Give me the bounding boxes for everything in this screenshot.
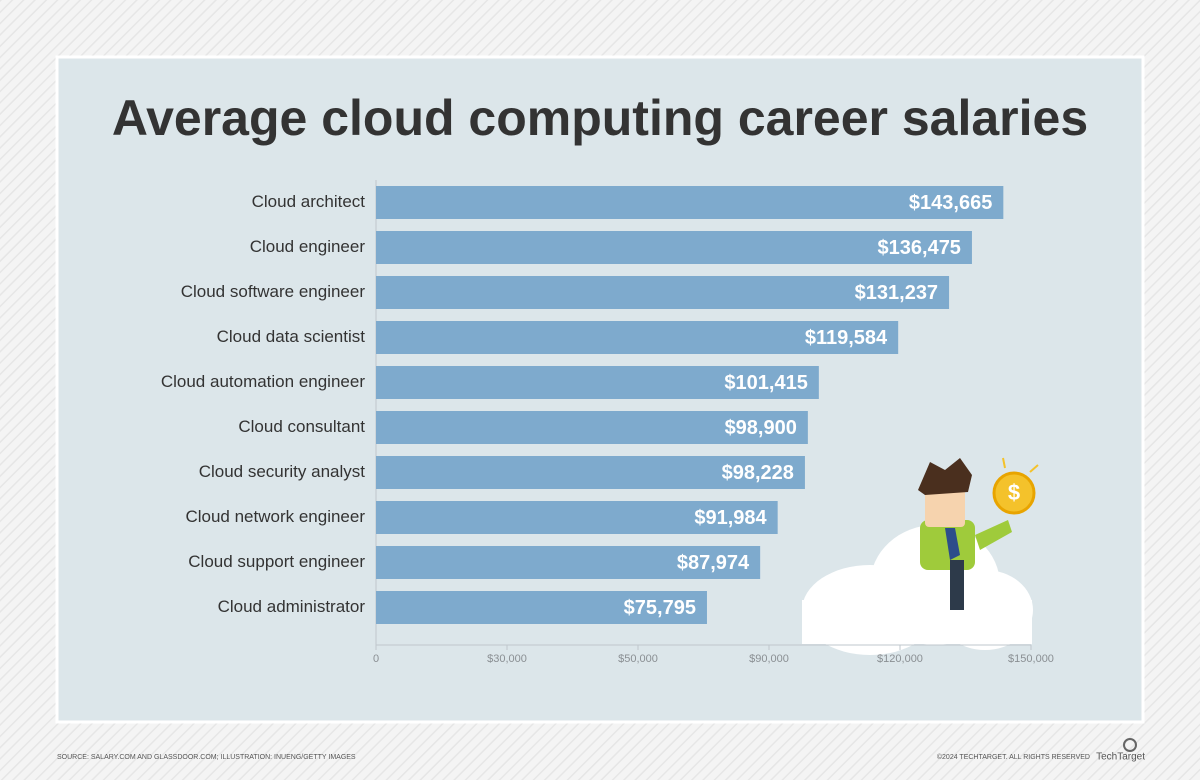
bar (376, 321, 899, 354)
y-tick-label: Cloud security analyst (199, 462, 366, 481)
bar (376, 276, 950, 309)
value-label: $87,974 (677, 552, 750, 574)
y-tick-label: Cloud data scientist (217, 327, 366, 346)
x-tick-label: $30,000 (487, 653, 527, 665)
svg-text:$: $ (1008, 480, 1020, 505)
bar (376, 546, 761, 579)
x-tick-label: 0 (373, 653, 379, 665)
x-tick-label: $150,000 (1008, 653, 1054, 665)
bar (376, 411, 808, 444)
x-tick-label: $50,000 (618, 653, 658, 665)
y-tick-label: Cloud automation engineer (161, 372, 365, 391)
chart-title: Average cloud computing career salaries (112, 90, 1088, 146)
value-label: $91,984 (694, 507, 767, 529)
copyright: ©2024 TECHTARGET. ALL RIGHTS RESERVED (937, 753, 1090, 761)
value-label: $101,415 (724, 372, 807, 394)
bar (376, 501, 778, 534)
value-label: $98,900 (725, 417, 797, 439)
bar (376, 231, 972, 264)
bar (376, 456, 805, 489)
y-tick-label: Cloud support engineer (188, 552, 365, 571)
value-label: $75,795 (624, 597, 696, 619)
logo-icon (1123, 738, 1137, 752)
logo: TechTarget (1096, 752, 1145, 763)
y-tick-label: Cloud software engineer (181, 282, 366, 301)
bar (376, 366, 819, 399)
y-tick-label: Cloud engineer (250, 237, 366, 256)
value-label: $143,665 (909, 192, 992, 214)
value-label: $98,228 (722, 462, 794, 484)
value-label: $119,584 (805, 327, 888, 349)
x-tick-label: $120,000 (877, 653, 923, 665)
bar (376, 591, 707, 624)
x-tick-label: $90,000 (749, 653, 789, 665)
value-label: $136,475 (878, 237, 961, 259)
source: SOURCE: SALARY.COM AND GLASSDOOR.COM; IL… (57, 754, 356, 761)
y-tick-label: Cloud administrator (218, 597, 366, 616)
y-tick-label: Cloud network engineer (185, 507, 365, 526)
illustration: $ (802, 457, 1039, 655)
value-label: $131,237 (855, 282, 938, 304)
y-tick-label: Cloud consultant (238, 417, 365, 436)
y-tick-label: Cloud architect (252, 192, 366, 211)
bar (376, 186, 1004, 219)
